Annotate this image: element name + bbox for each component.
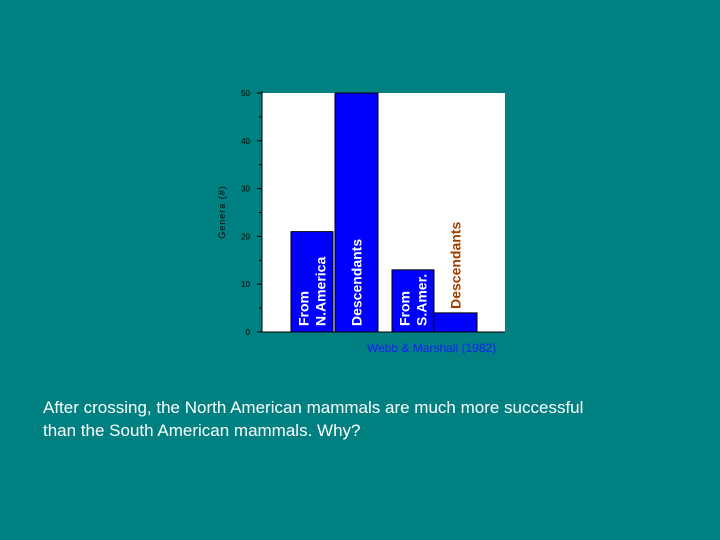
caption-line-1: After crossing, the North American mamma… bbox=[43, 398, 584, 417]
caption: After crossing, the North American mamma… bbox=[43, 396, 683, 442]
bar-3-label-line-1: From bbox=[396, 291, 412, 326]
bar-3 bbox=[391, 269, 435, 333]
y-tick-label-10: 10 bbox=[241, 280, 250, 289]
y-tick-label-40: 40 bbox=[241, 137, 250, 146]
bar-4-label-line-1: Descendants bbox=[447, 222, 463, 309]
bar-4 bbox=[433, 312, 478, 333]
bar-1 bbox=[290, 231, 334, 333]
y-tick-label-30: 30 bbox=[241, 185, 250, 194]
bar-2 bbox=[334, 92, 379, 333]
y-axis-label: Genera (#) bbox=[217, 185, 227, 239]
bar-1-label-line-1: From bbox=[295, 291, 311, 326]
y-tick-label-20: 20 bbox=[241, 232, 250, 241]
y-tick-label-0: 0 bbox=[246, 328, 251, 337]
bar-3-label-line-2: S.Amer. bbox=[413, 274, 429, 326]
source-credit: Webb & Marshall (1982) bbox=[367, 341, 496, 355]
bar-2-label-line-1: Descendants bbox=[348, 239, 364, 326]
caption-line-2: than the South American mammals. Why? bbox=[43, 421, 361, 440]
bar-1-label-line-2: N.America bbox=[312, 257, 328, 326]
y-tick-label-50: 50 bbox=[241, 89, 250, 98]
